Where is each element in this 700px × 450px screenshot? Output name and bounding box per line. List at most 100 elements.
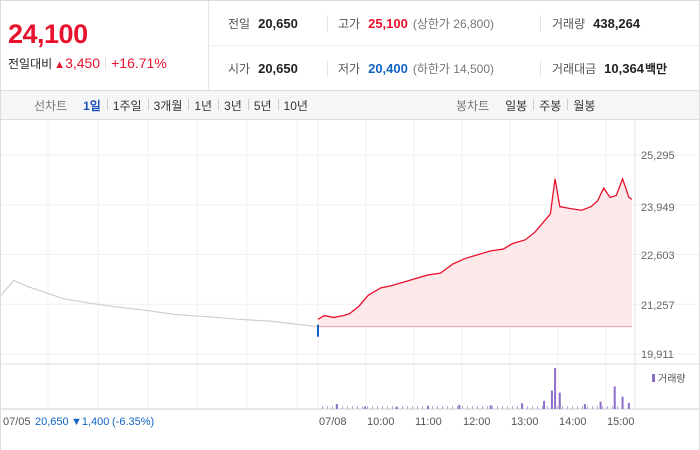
volume-bar: [537, 406, 538, 409]
volume-bar: [577, 406, 578, 409]
volume-bar: [452, 406, 453, 409]
today-series: [317, 176, 633, 337]
y-tick-label: 23,949: [641, 202, 675, 214]
volume-bar: [432, 406, 433, 409]
stats-row: 전일 20,650 고가 25,100 (상한가 26,800) 거래량 438…: [210, 1, 700, 46]
volume-bar: [552, 406, 553, 409]
stat-value: 10,364: [604, 61, 644, 76]
x-tick-label: 14:00: [559, 416, 587, 428]
volume-bar: [477, 406, 478, 409]
volume-bar: [347, 406, 348, 409]
tab-1week[interactable]: 1주일: [106, 97, 148, 114]
volume-bar: [572, 406, 573, 409]
price-box: 24,100 전일대비 ▲3,450 +16.71%: [1, 1, 209, 91]
volume-bar: [617, 406, 618, 409]
volume-bars: [322, 368, 630, 409]
volume-bar: [527, 406, 528, 409]
volume-bar: [335, 404, 338, 409]
change-amount: 3,450: [65, 55, 101, 71]
volume-bar: [522, 406, 523, 409]
volume-bar: [558, 392, 561, 409]
volume-bar: [362, 406, 363, 409]
volume-bar: [382, 406, 383, 409]
today-line: [317, 176, 633, 320]
previous-day-series: [0, 279, 319, 328]
quote-summary: 24,100 전일대비 ▲3,450 +16.71% 전일 20,650 고가 25…: [0, 0, 700, 91]
stat-unit: 백만: [644, 62, 668, 76]
tab-weekly-candle[interactable]: 주봉: [533, 97, 567, 114]
y-tick-label: 25,295: [641, 150, 675, 162]
volume-bar: [327, 406, 328, 409]
tab-group-title: 봉차트: [456, 98, 490, 113]
stat-trade-value: 거래대금 10,364 백만: [552, 46, 667, 91]
volume-bar: [597, 406, 598, 409]
volume-bar: [607, 406, 608, 409]
volume-bar: [458, 404, 461, 409]
tab-1day[interactable]: 1일: [83, 98, 101, 113]
volume-bar: [547, 406, 548, 409]
volume-bar: [407, 406, 408, 409]
volume-legend-swatch: [652, 374, 655, 382]
volume-bar: [322, 406, 323, 409]
stat-sub: (상한가 26,800): [412, 17, 495, 31]
price-chart-svg: 25,295 23,949 22,603 21,257 19,911 거래량 0…: [0, 120, 699, 428]
y-tick-label: 21,257: [641, 300, 675, 312]
stat-label: 거래량: [552, 17, 586, 31]
tab-1year[interactable]: 1년: [188, 97, 218, 114]
volume-bar: [532, 406, 533, 409]
stat-value: 438,264: [593, 16, 641, 31]
volume-bar: [422, 406, 423, 409]
stat-volume: 거래량 438,264: [552, 1, 640, 46]
volume-bar: [621, 396, 624, 409]
volume-bar: [352, 406, 353, 409]
x-tick-label: 11:00: [415, 416, 442, 428]
prev-change: ▼1,400: [71, 416, 109, 428]
volume-bar: [567, 406, 568, 409]
volume-bar: [377, 406, 378, 409]
stat-label: 고가: [338, 17, 361, 31]
divider: [540, 60, 541, 77]
stat-prev-close: 전일 20,650: [228, 1, 298, 46]
volume-bar: [554, 368, 557, 409]
volume-bar: [417, 406, 418, 409]
stat-value: 20,400: [368, 61, 408, 76]
y-tick-label: 22,603: [641, 250, 675, 262]
tab-monthly-candle[interactable]: 월봉: [567, 97, 601, 114]
volume-bar: [550, 390, 553, 409]
volume-bar: [627, 402, 630, 409]
volume-bar: [442, 406, 443, 409]
volume-bar: [592, 406, 593, 409]
change-line: 전일대비 ▲3,450 +16.71%: [8, 55, 167, 72]
divider: [540, 15, 541, 32]
volume-bar: [517, 406, 518, 409]
prev-close-price: 20,650: [35, 416, 69, 428]
x-tick-label: 15:00: [607, 416, 635, 428]
tab-3years[interactable]: 3년: [218, 97, 248, 114]
volume-bar: [402, 406, 403, 409]
volume-bar: [599, 401, 602, 409]
volume-bar: [492, 406, 493, 409]
x-tick-label: 07/08: [319, 416, 347, 428]
price-chart[interactable]: 25,295 23,949 22,603 21,257 19,911 거래량 0…: [0, 120, 700, 450]
tab-5years[interactable]: 5년: [247, 97, 278, 114]
stat-open: 시가 20,650: [228, 46, 298, 91]
volume-bar: [557, 406, 558, 409]
stat-label: 전일: [228, 17, 251, 31]
volume-bar: [512, 406, 513, 409]
current-price: 24,100: [8, 19, 88, 49]
volume-bar: [542, 406, 543, 409]
volume-bar: [502, 406, 503, 409]
volume-bar: [497, 406, 498, 409]
volume-bar: [395, 406, 398, 409]
tab-daily-candle[interactable]: 일봉: [505, 98, 528, 113]
volume-bar: [447, 406, 448, 409]
tab-10years[interactable]: 10년: [277, 97, 314, 114]
up-arrow-icon: ▲: [54, 59, 66, 71]
volume-bar: [332, 406, 333, 409]
volume-bar: [602, 406, 603, 409]
divider: [327, 60, 328, 77]
tab-3months[interactable]: 3개월: [147, 97, 189, 114]
volume-legend-label: 거래량: [658, 373, 686, 385]
volume-bar: [412, 406, 413, 409]
volume-bar: [507, 406, 508, 409]
